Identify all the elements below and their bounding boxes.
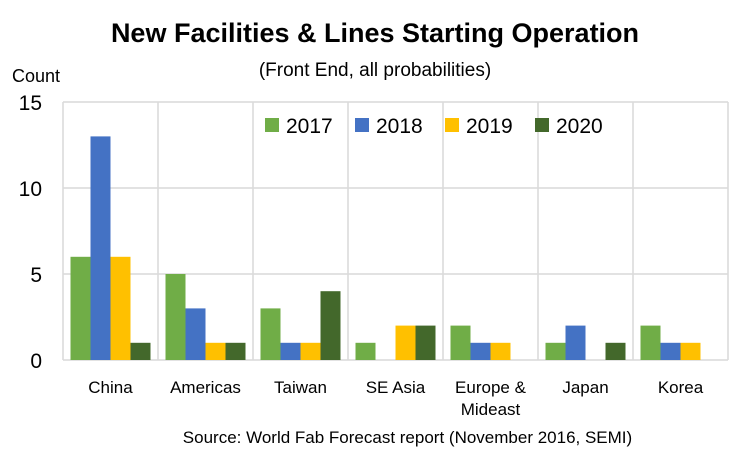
x-tick-label: Americas xyxy=(170,378,241,397)
chart-title: New Facilities & Lines Starting Operatio… xyxy=(110,18,640,48)
bar-2017 xyxy=(260,308,281,360)
legend-label: 2019 xyxy=(466,115,513,138)
y-tick-label: 5 xyxy=(30,264,42,287)
bar-2017 xyxy=(70,256,91,360)
y-axis-label: Count xyxy=(12,66,61,86)
y-tick-label: 10 xyxy=(19,178,42,201)
legend-label: 2020 xyxy=(556,115,603,138)
bar-2020 xyxy=(130,342,151,360)
x-tick-label: China xyxy=(88,378,133,397)
legend-label: 2017 xyxy=(286,115,333,138)
legend-swatch xyxy=(445,118,459,132)
x-tick-label: SE Asia xyxy=(366,378,426,397)
legend-swatch xyxy=(535,118,549,132)
bar-2018 xyxy=(470,342,491,360)
bar-2020 xyxy=(415,325,436,360)
bar-2017 xyxy=(640,325,661,360)
bar-2018 xyxy=(565,325,586,360)
bar-2019 xyxy=(395,325,416,360)
bar-2018 xyxy=(185,308,206,360)
bar-2019 xyxy=(110,256,131,360)
x-tick-label: Mideast xyxy=(461,400,521,419)
bar-2017 xyxy=(165,274,186,360)
legend-swatch xyxy=(355,118,369,132)
bar-2019 xyxy=(490,342,511,360)
y-tick-label: 0 xyxy=(30,350,42,373)
y-tick-label: 15 xyxy=(19,92,42,115)
bar-2018 xyxy=(660,342,681,360)
bar-2019 xyxy=(300,342,321,360)
bar-2020 xyxy=(605,342,626,360)
bar-2019 xyxy=(205,342,226,360)
x-tick-label: Korea xyxy=(658,378,704,397)
legend-swatch xyxy=(265,118,279,132)
bar-2018 xyxy=(90,136,111,360)
bar-2017 xyxy=(355,342,376,360)
x-tick-label: Europe & xyxy=(455,378,527,397)
bar-2017 xyxy=(545,342,566,360)
bar-2017 xyxy=(450,325,471,360)
source-note: Source: World Fab Forecast report (Novem… xyxy=(182,428,633,447)
bar-2020 xyxy=(225,342,246,360)
x-tick-label: Japan xyxy=(562,378,608,397)
bar-2019 xyxy=(680,342,701,360)
legend-label: 2018 xyxy=(376,115,423,138)
bar-2018 xyxy=(280,342,301,360)
x-tick-label: Taiwan xyxy=(274,378,327,397)
chart-subtitle: (Front End, all probabilities) xyxy=(258,60,492,81)
bar-2020 xyxy=(320,291,341,360)
